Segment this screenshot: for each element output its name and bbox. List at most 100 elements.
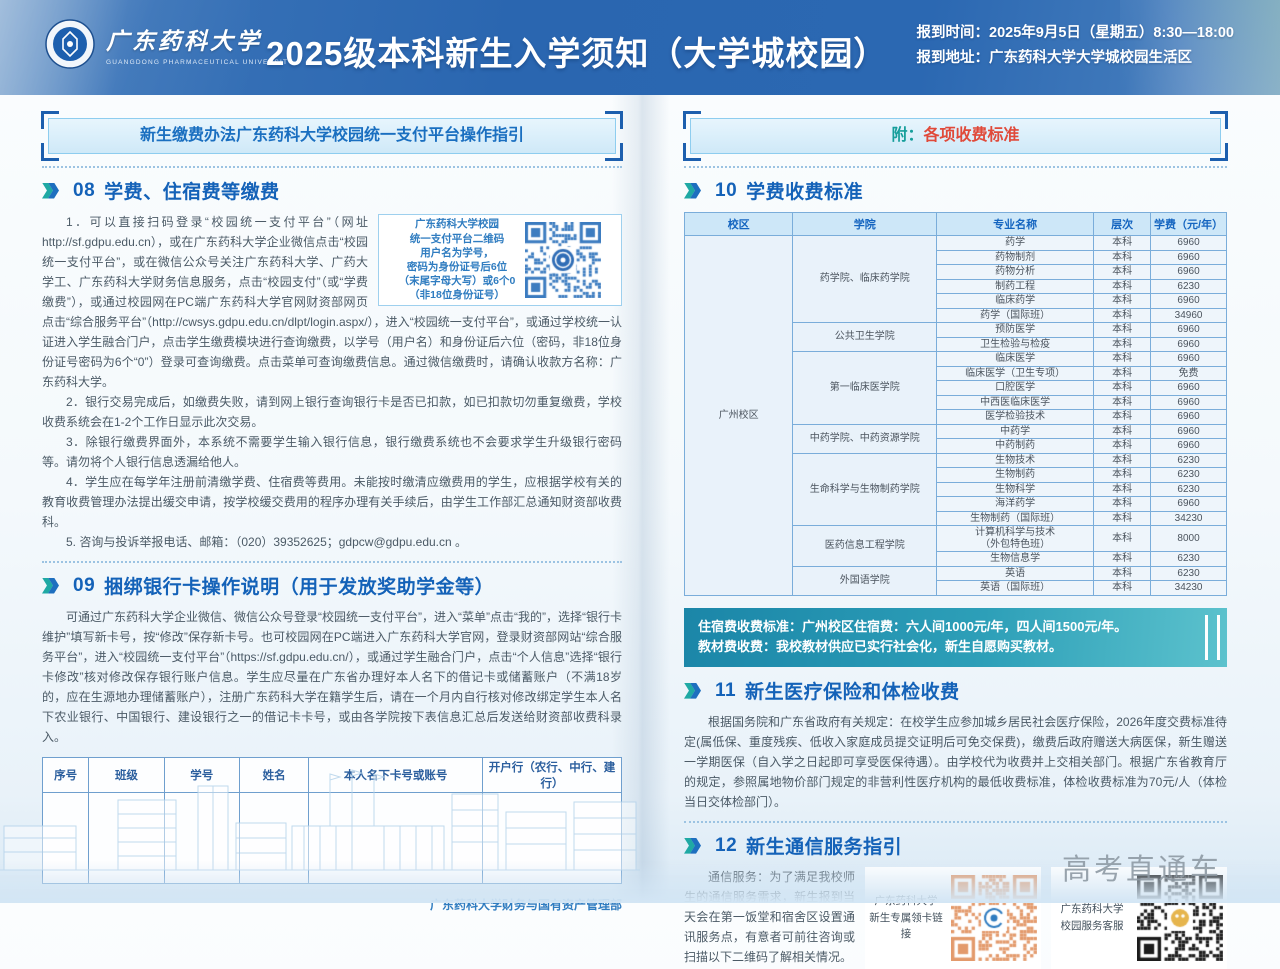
major-cell: 中西医临床医学 xyxy=(936,394,1095,410)
dotted-divider xyxy=(42,166,622,168)
level-cell: 本科 xyxy=(1093,510,1152,526)
fee-cell: 6230 xyxy=(1150,481,1227,497)
report-info: 报到时间：2025年9月5日（星期五）8:30—18:00 报到地址：广东药科大… xyxy=(917,21,1235,72)
label-line: 新生专属领卡链接 xyxy=(869,911,943,941)
paragraph: 3．除银行缴费界面外，本系统不需要学生输入银行信息，银行缴费系统也不会要求学生升… xyxy=(42,435,622,469)
section-title: 捆绑银行卡操作说明（用于发放奖助学金等） xyxy=(104,577,495,598)
major-cell: 生物制药 xyxy=(936,467,1095,483)
major-cell: 制药工程 xyxy=(936,278,1095,294)
major-cell: 临床药学 xyxy=(936,293,1095,309)
major-cell: 中药制药 xyxy=(936,438,1095,454)
fee-cell: 34960 xyxy=(1150,307,1227,323)
fee-table-row: 海洋药学 本科 6960 xyxy=(685,496,1227,512)
qr-note-line: （非18位身份证号） xyxy=(409,289,505,302)
major-cell: 英语 xyxy=(936,565,1095,581)
section-number: 08 xyxy=(73,179,96,201)
right-banner-frame: 附：各项收费标准 xyxy=(683,111,1228,161)
section-title: 新生医疗保险和体检收费 xyxy=(745,682,960,704)
major-cell: 医学检验技术 xyxy=(936,409,1095,425)
section-11-heading: 11 新生医疗保险和体检收费 xyxy=(684,677,1227,704)
section-09-paragraphs: 可通过广东药科大学企业微信、微信公众号登录“校园统一支付平台”，进入“菜单”点击… xyxy=(42,607,622,747)
bank-table-header-cell: 序号 xyxy=(41,757,90,793)
payment-qr-note: 广东药科大学校园 统一支付平台二维码 用户名为学号， 密码为身份证号后6位 （末尾字母大… xyxy=(399,217,516,302)
fee-cell: 免费 xyxy=(1150,365,1227,381)
university-name-en: GUANGDONG PHARMACEUTICAL UNIVERSITY xyxy=(106,59,294,66)
fee-cell: 6960 xyxy=(1150,394,1227,410)
level-cell: 本科 xyxy=(1093,565,1152,581)
major-cell: 生物信息学 xyxy=(936,551,1095,567)
section-08-paragraphs: 1．可以直接扫码登录“校园统一支付平台”（网址http://sf.gdpu.ed… xyxy=(42,212,622,552)
notice-line: 教材费收费：我校教材供应已实行社会化，新生自愿购买教材。 xyxy=(698,639,1063,655)
banner-prefix: 附： xyxy=(891,127,924,144)
qr-note-line: 统一支付平台二维码 xyxy=(409,232,505,245)
fee-cell: 6960 xyxy=(1150,496,1227,512)
level-cell: 本科 xyxy=(1093,394,1152,410)
report-address: 报到地址：广东药科大学大学城校园生活区 xyxy=(916,50,1193,67)
campus-service-qr-label: 广东药科大学 校园服务客服 xyxy=(1055,901,1129,935)
level-cell: 本科 xyxy=(1093,438,1152,454)
major-cell: 生物技术 xyxy=(936,452,1095,468)
bank-table-header-cell: 学号 xyxy=(163,757,240,793)
corner-bracket xyxy=(41,111,59,129)
level-cell: 本科 xyxy=(1093,409,1152,425)
section-title: 新生通信服务指引 xyxy=(746,837,903,859)
major-cell: 口腔医学 xyxy=(936,380,1095,396)
report-time: 报到时间：2025年9月5日（星期五）8:30—18:00 xyxy=(916,25,1235,41)
level-cell: 本科 xyxy=(1093,481,1152,497)
right-page: 附：各项收费标准 10 学费收费标准 校区 学院 专业名称 层次 学费（元/年） 广州校… xyxy=(683,111,1228,969)
header-photo-right xyxy=(1120,0,1280,95)
major-cell: 药学（国际班） xyxy=(936,307,1095,323)
major-cell: 临床医学（卫生专项） xyxy=(936,365,1095,381)
level-cell: 本科 xyxy=(1093,351,1152,367)
qr-note-line: 广东药科大学校园 xyxy=(415,218,499,231)
level-cell: 本科 xyxy=(1093,452,1152,468)
corner-bracket xyxy=(683,143,701,161)
section-08-heading: 08 学费、住宿费等缴费 xyxy=(42,177,622,204)
section-number: 12 xyxy=(715,834,738,856)
page-title: 2025级本科新生入学须知（大学城校园） xyxy=(266,35,888,72)
fee-cell: 6230 xyxy=(1150,467,1227,483)
fee-cell: 6960 xyxy=(1150,336,1227,352)
qr-note-line: （末尾字母大写）或6个0 xyxy=(398,275,516,288)
major-cell: 计算机科学与技术 （外包特色班） xyxy=(936,525,1095,552)
fee-table-row: 医药信息工程学院 计算机科学与技术 （外包特色班） 本科 8000 xyxy=(685,525,1227,567)
corner-bracket xyxy=(683,111,701,129)
fee-table-header-cell: 层次 xyxy=(1093,212,1152,236)
banner-text: 各项收费标准 xyxy=(923,127,1020,144)
notice-line: 住宿费收费标准：广州校区住宿费：六人间1000元/年，四人间1500元/年。 xyxy=(698,618,1128,634)
fee-table-row: 临床医学（卫生专项） 本科 免费 xyxy=(685,365,1227,381)
dotted-divider xyxy=(684,821,1227,824)
section-number: 10 xyxy=(715,179,738,201)
fee-cell: 6960 xyxy=(1150,293,1227,309)
fee-cell: 34230 xyxy=(1150,580,1227,596)
label-line: 校园服务客服 xyxy=(1060,920,1124,933)
fee-cell: 6960 xyxy=(1150,235,1227,251)
qr-note-line: 密码为身份证号后6位 xyxy=(406,261,508,273)
left-banner-title: 新生缴费办法广东药科大学校园统一支付平台操作指引 xyxy=(48,118,616,154)
college-cell: 公共卫生学院 xyxy=(792,322,938,352)
bank-table-header-cell: 开户行（农行、中行、建行） xyxy=(482,757,622,793)
level-cell: 本科 xyxy=(1093,264,1152,280)
university-name: 广东药科大学 GUANGDONG PHARMACEUTICAL UNIVERSI… xyxy=(106,22,294,66)
major-cell: 预防医学 xyxy=(936,322,1095,338)
double-chevron-icon xyxy=(684,682,706,699)
section-number: 11 xyxy=(715,679,737,701)
major-cell: 英语（国际班） xyxy=(936,580,1095,596)
accommodation-notice-banner: 住宿费收费标准：广州校区住宿费：六人间1000元/年，四人间1500元/年。 教材… xyxy=(684,607,1227,668)
fee-table-row: 药学（国际班） 本科 34960 xyxy=(685,307,1227,323)
fee-cell: 6960 xyxy=(1150,264,1227,280)
fee-table-row: 外国语学院 英语 本科 6230 xyxy=(685,565,1227,596)
major-cell: 临床医学 xyxy=(936,351,1095,367)
university-logo: 广东药科大学 GUANGDONG PHARMACEUTICAL UNIVERSI… xyxy=(44,18,294,70)
gaokao-watermark: 高考直通车 xyxy=(1061,854,1222,886)
level-cell: 本科 xyxy=(1093,249,1152,265)
double-chevron-icon xyxy=(42,577,64,594)
college-cell: 第一临床医学院 xyxy=(792,351,938,425)
college-cell: 中药学院、中药资源学院 xyxy=(792,423,938,454)
university-name-cn: 广东药科大学 xyxy=(106,28,262,55)
level-cell: 本科 xyxy=(1093,496,1152,512)
corner-bracket xyxy=(605,111,623,129)
level-cell: 本科 xyxy=(1093,278,1152,294)
double-chevron-icon xyxy=(684,837,706,854)
section-title: 学费、住宿费等缴费 xyxy=(104,182,280,203)
